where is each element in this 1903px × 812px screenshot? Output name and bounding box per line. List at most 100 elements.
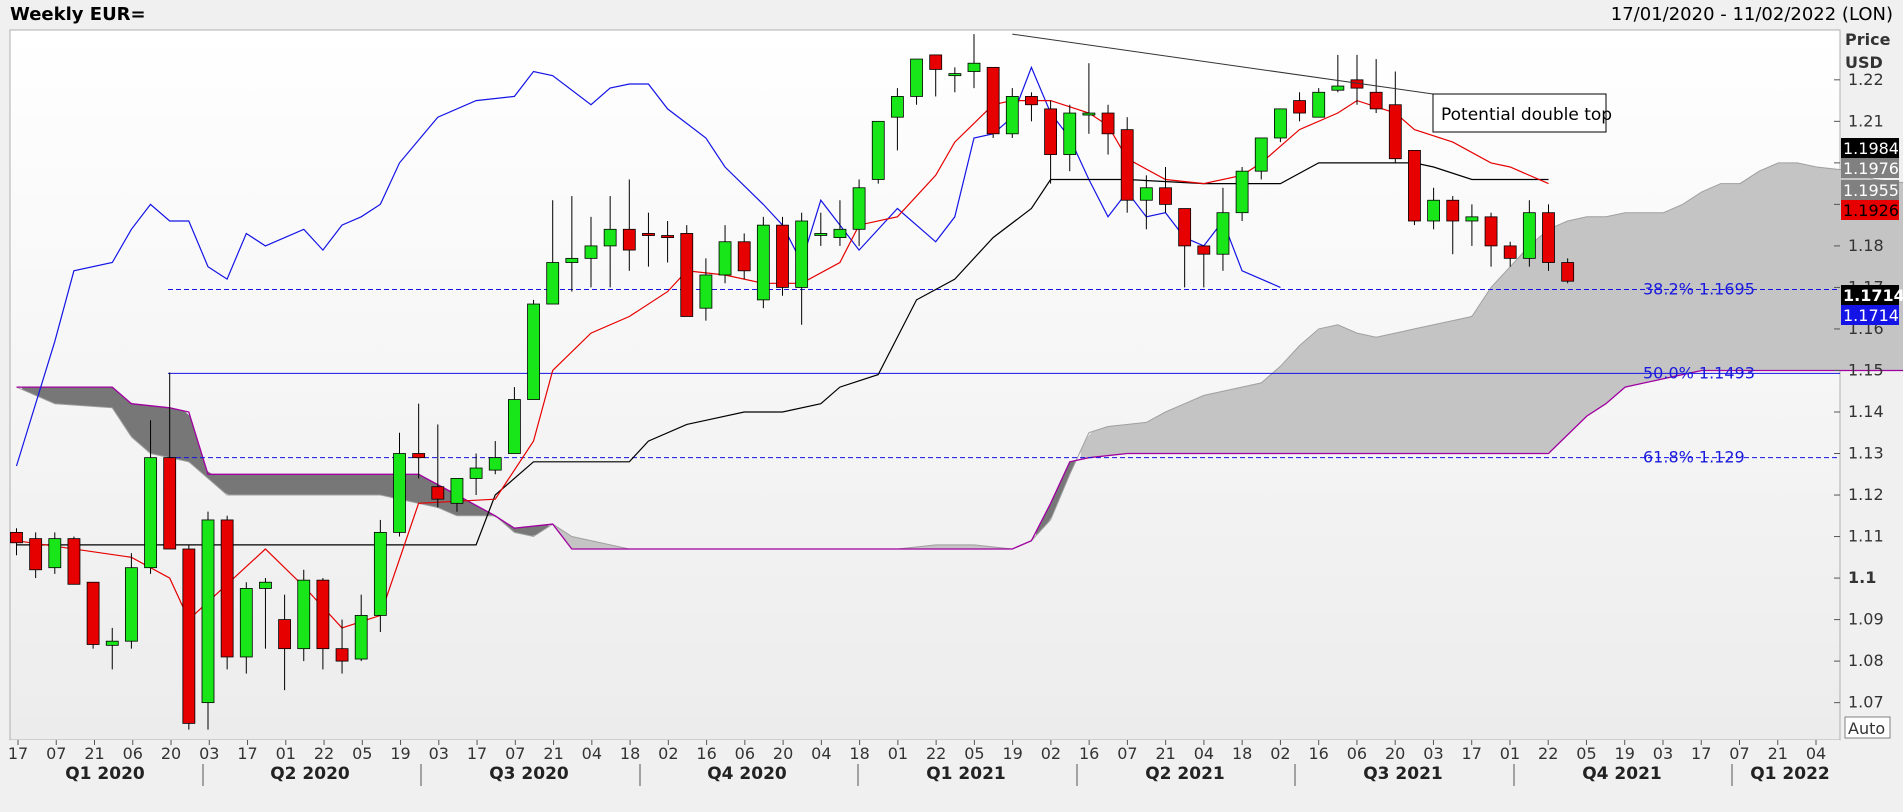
candle (1465, 204, 1479, 246)
week-tick-label: 03 (429, 744, 449, 763)
price-badge: 1.1714 (1841, 285, 1903, 305)
candle-body (259, 581, 272, 589)
week-tick-label: 20 (773, 744, 793, 763)
quarter-label: Q3 2020 (489, 764, 569, 784)
candle-body (756, 224, 770, 301)
price-tick-label: 1.07 (1848, 693, 1884, 712)
candle (125, 553, 138, 649)
week-tick-label: 03 (199, 744, 219, 763)
candle-body (297, 579, 311, 650)
quarter-label: Q2 2020 (270, 764, 350, 784)
candle (565, 196, 579, 292)
candle (488, 441, 502, 475)
candle-body (1044, 108, 1057, 155)
week-tick-label: 19 (1002, 744, 1022, 763)
price-badge-label: 1.1714 (1843, 306, 1899, 325)
candle (1484, 212, 1498, 267)
candle-body (1274, 108, 1287, 139)
week-tick-label: 22 (314, 744, 334, 763)
week-tick-label: 19 (1615, 744, 1635, 763)
week-tick-label: 06 (1347, 744, 1367, 763)
candle (871, 120, 885, 184)
candle-body (1542, 212, 1555, 263)
week-tick-label: 07 (1729, 744, 1749, 763)
candle (220, 515, 234, 670)
candle-body (335, 648, 349, 662)
quarter-label: Q4 2021 (1582, 764, 1662, 784)
candle (1274, 108, 1287, 143)
week-tick-label: 04 (1194, 744, 1214, 763)
week-tick-label: 20 (1385, 744, 1405, 763)
price-badge-label: 1.1984 (1843, 139, 1899, 158)
candle-body (105, 640, 119, 646)
candle-body (527, 303, 540, 400)
candle (354, 594, 368, 662)
candle-body (1159, 187, 1172, 205)
double-top-trendline (1012, 33, 1434, 95)
price-tick-label: 1.14 (1848, 402, 1884, 421)
time-axis: 17 07 21 06 20 03 17 01 22 05 19 03 17 07 21 04 18 02 16 06… (8, 740, 1840, 812)
candle-body (1446, 199, 1460, 222)
candle (86, 581, 100, 649)
candle-body (431, 486, 445, 500)
candle (316, 578, 330, 670)
candle-body (450, 478, 464, 504)
candle-body (1465, 216, 1479, 222)
candle (718, 225, 732, 284)
week-tick-label: 17 (1691, 744, 1711, 763)
candle-body (507, 399, 521, 454)
candle (1082, 63, 1096, 134)
price-tick-label: 1.15 (1848, 360, 1884, 379)
price-badge-box (1841, 285, 1899, 305)
candle-body (1197, 245, 1211, 255)
cloud-segment (1080, 162, 1903, 460)
week-tick-label: 01 (1500, 744, 1520, 763)
candle-body (1408, 150, 1421, 222)
auto-scale-button[interactable]: Auto (1844, 716, 1891, 739)
week-tick-label: 21 (1768, 744, 1788, 763)
candle-body (1331, 85, 1345, 91)
candle (163, 372, 177, 550)
price-badge: 1.1926 (1841, 200, 1899, 220)
candle-body (622, 228, 636, 251)
annotation-box: Potential double top (1432, 93, 1612, 133)
candle (948, 67, 962, 93)
candle-body (1561, 262, 1575, 282)
candle-body (776, 224, 789, 288)
candle-body (699, 274, 713, 309)
candle-body (10, 531, 23, 544)
week-tick-label: 02 (1041, 744, 1061, 763)
price-badge-box (1841, 138, 1899, 158)
week-tick-label: 22 (1538, 744, 1558, 763)
candle (201, 511, 215, 730)
week-tick-label: 06 (735, 744, 755, 763)
price-badge-label: 1.1955 (1843, 181, 1899, 200)
candle (986, 66, 1000, 138)
candle-body (1005, 96, 1019, 135)
week-tick-label: 17 (237, 744, 257, 763)
candle (661, 220, 674, 263)
candle-body (278, 619, 292, 650)
ichimoku-cloud (16, 162, 1903, 550)
week-tick-label: 18 (620, 744, 640, 763)
candle (48, 532, 62, 574)
price-badge-box (1841, 158, 1899, 178)
candle (795, 212, 809, 325)
candle-body (86, 581, 100, 645)
week-tick-label: 03 (1653, 744, 1673, 763)
price-badge-label: 1.1976 (1843, 159, 1899, 178)
price-badge-box (1841, 305, 1899, 325)
candle (105, 627, 119, 670)
candle (412, 403, 426, 479)
candle-body (1312, 91, 1326, 118)
candle-body (833, 228, 847, 239)
candle (603, 196, 617, 288)
candle (756, 216, 770, 309)
quarter-label: Q1 2022 (1750, 764, 1830, 784)
price-badge-label: 1.1714 (1843, 286, 1903, 305)
fib-level-label: 50.0% 1.1493 (1643, 363, 1755, 382)
candle-body (316, 579, 330, 650)
candle-body (661, 235, 674, 239)
candle-body (1293, 100, 1306, 114)
